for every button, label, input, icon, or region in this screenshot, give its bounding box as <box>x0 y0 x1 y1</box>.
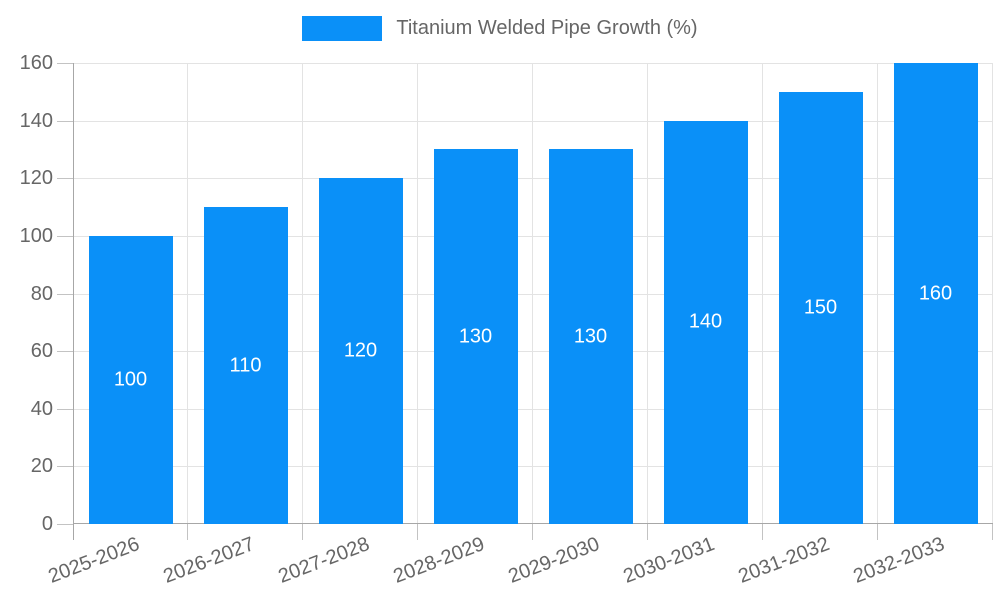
y-axis-tick <box>57 466 73 468</box>
y-axis-tick <box>57 293 73 295</box>
x-axis-label: 2031-2032 <box>735 533 833 588</box>
v-gridline <box>762 63 763 524</box>
bar[interactable]: 120 <box>318 178 403 524</box>
y-axis-label: 0 <box>41 513 53 535</box>
y-axis-label: 80 <box>30 282 53 305</box>
x-axis-tick <box>187 524 188 540</box>
y-axis-tick <box>57 178 73 180</box>
bar-value-label: 130 <box>458 325 493 348</box>
v-gridline <box>992 63 993 524</box>
h-gridline <box>73 293 993 295</box>
h-gridline <box>73 178 993 180</box>
bar-value-label: 160 <box>918 282 953 304</box>
bar[interactable]: 140 <box>663 120 748 524</box>
x-axis-tick <box>762 524 763 540</box>
bar[interactable]: 130 <box>433 149 518 524</box>
x-axis-tick <box>877 524 878 540</box>
v-gridline <box>417 63 418 524</box>
y-axis-tick <box>57 408 73 410</box>
x-axis-label: 2030-2031 <box>620 533 718 588</box>
y-axis-tick <box>57 235 73 237</box>
x-axis-label: 2025-2026 <box>45 533 143 588</box>
plot-area: 0 20 40 60 80 100 120 140 160 100 2025-2026 110 2026… <box>20 52 993 588</box>
y-axis-tick <box>57 351 73 353</box>
x-axis-line <box>73 523 993 524</box>
bar[interactable]: 110 <box>203 207 288 524</box>
y-axis-label: 100 <box>19 224 53 247</box>
y-axis-tick <box>57 120 73 122</box>
h-gridline <box>73 408 993 410</box>
y-axis-label: 120 <box>19 167 53 190</box>
y-axis-label: 60 <box>30 340 53 363</box>
bar-value-label: 150 <box>803 296 838 319</box>
y-axis-label: 160 <box>19 52 53 74</box>
bar-value-label: 140 <box>688 310 723 333</box>
bar-value-label: 110 <box>229 354 262 377</box>
v-gridline <box>187 63 188 524</box>
y-axis-tick <box>57 63 73 64</box>
bar-value-label: 100 <box>113 368 148 391</box>
h-gridline <box>73 466 993 468</box>
bar[interactable]: 100 <box>88 235 173 524</box>
y-axis-label: 140 <box>19 109 53 132</box>
x-axis-label: 2028-2029 <box>390 533 488 588</box>
x-axis-tick <box>302 524 303 540</box>
h-gridline <box>73 235 993 237</box>
h-gridline <box>73 120 993 122</box>
bar[interactable]: 160 <box>893 63 978 524</box>
y-axis-line <box>73 63 74 540</box>
x-axis-label: 2027-2028 <box>275 533 373 588</box>
x-axis-tick <box>992 524 993 540</box>
legend-swatch <box>302 16 383 41</box>
v-gridline <box>877 63 878 524</box>
bar[interactable]: 130 <box>548 149 633 524</box>
y-axis-label: 20 <box>30 455 53 478</box>
bar-value-label: 120 <box>343 339 378 362</box>
x-axis-label: 2026-2027 <box>160 533 258 588</box>
v-gridline <box>647 63 648 524</box>
v-gridline <box>302 63 303 524</box>
y-axis-label: 40 <box>30 397 53 420</box>
x-axis-label: 2032-2033 <box>850 533 948 588</box>
y-axis-tick <box>57 524 73 525</box>
legend-label: Titanium Welded Pipe Growth (%) <box>396 17 698 39</box>
h-gridline <box>73 63 993 64</box>
h-gridline <box>73 351 993 353</box>
bar[interactable]: 150 <box>778 91 863 524</box>
v-gridline <box>532 63 533 524</box>
bar-value-label: 130 <box>573 325 608 348</box>
legend-item[interactable]: Titanium Welded Pipe Growth (%) <box>0 16 1000 41</box>
x-axis-label: 2029-2030 <box>505 533 603 588</box>
x-axis-tick <box>647 524 648 540</box>
x-axis-tick <box>417 524 418 540</box>
x-axis-tick <box>532 524 533 540</box>
